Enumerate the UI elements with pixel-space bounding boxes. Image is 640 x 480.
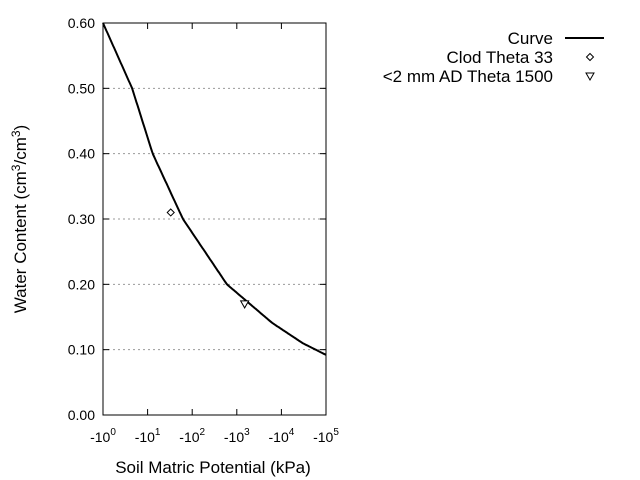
curve-line: [102, 22, 327, 356]
x-tick-label: -102: [179, 427, 205, 445]
y-tick-label: 0.30: [68, 211, 95, 227]
x-tick-label: -104: [269, 427, 295, 445]
legend-label: Clod Theta 33: [447, 48, 553, 67]
y-tick-label: 0.00: [68, 407, 95, 423]
x-axis-label: Soil Matric Potential (kPa): [115, 458, 311, 477]
y-tick-label: 0.40: [68, 146, 95, 162]
y-tick-label: 0.50: [68, 80, 95, 96]
x-tick-label: -100: [90, 427, 116, 445]
y-tick-label: 0.10: [68, 342, 95, 358]
y-axis-label: Water Content (cm3/cm3): [9, 125, 30, 313]
x-tick-label: -101: [135, 427, 161, 445]
legend-label: Curve: [508, 29, 553, 48]
x-tick-label: -105: [313, 427, 339, 445]
legend-diamond-marker: [585, 52, 595, 62]
y-tick-label: 0.20: [68, 276, 95, 292]
legend-triangle-down-marker: [585, 72, 595, 82]
triangle-down-point: [239, 300, 250, 309]
y-tick-label: 0.60: [68, 15, 95, 31]
x-tick-label: -103: [224, 427, 250, 445]
diamond-point: [166, 208, 175, 217]
legend-label: <2 mm AD Theta 1500: [383, 67, 553, 86]
